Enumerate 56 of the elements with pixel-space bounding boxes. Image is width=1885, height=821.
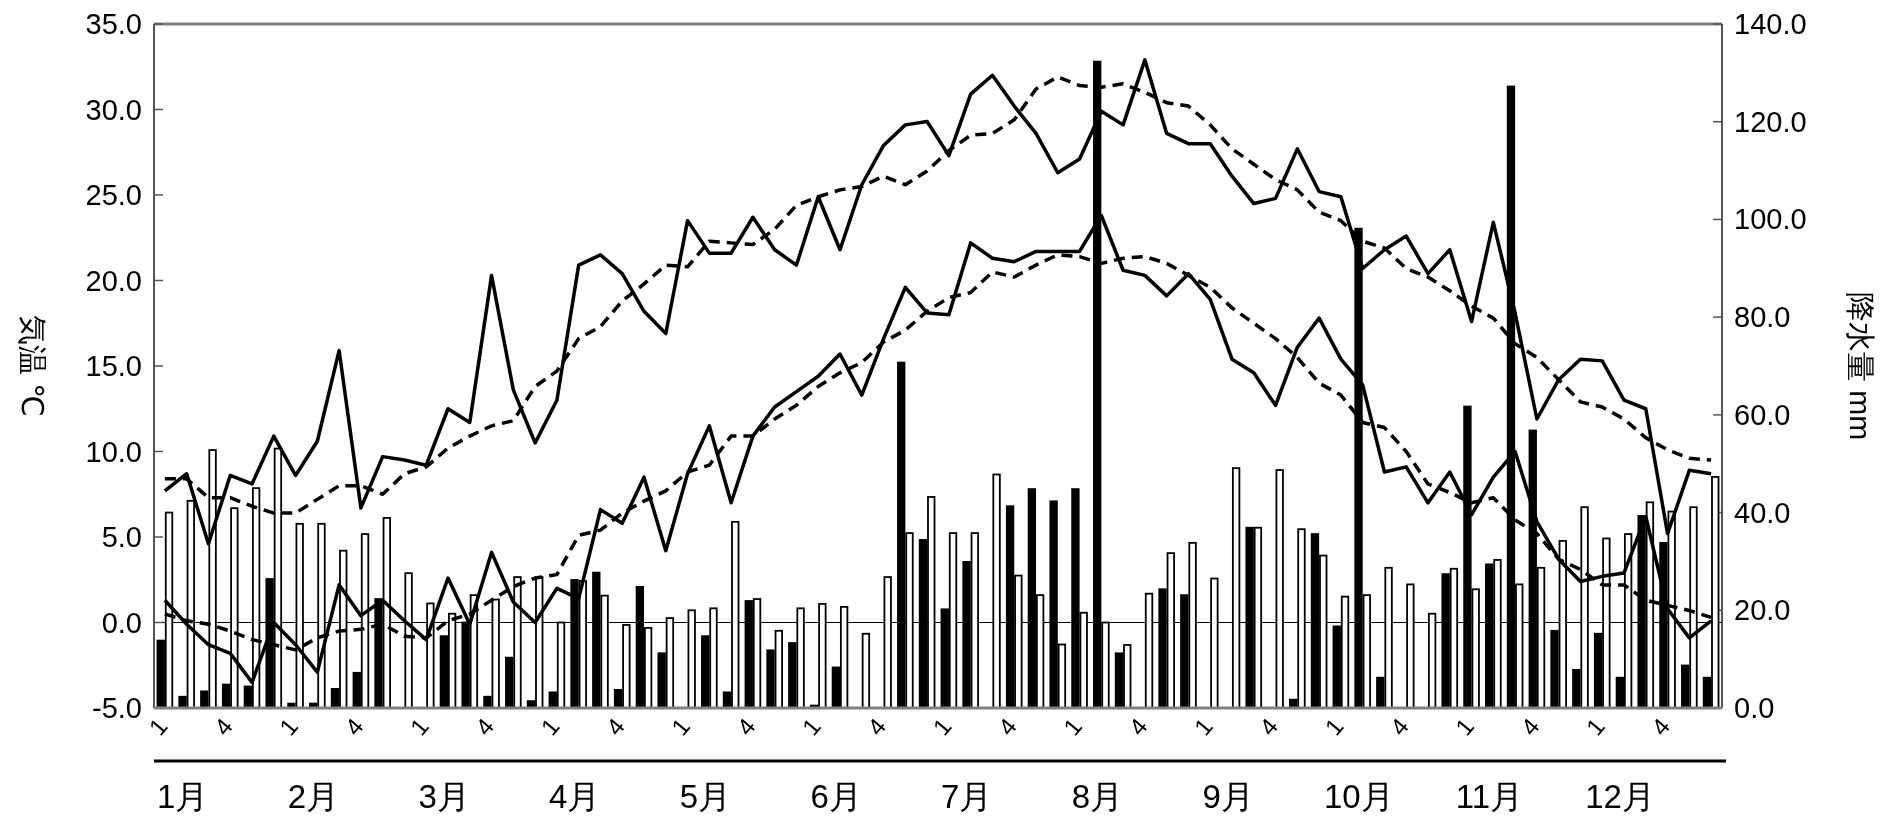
- y2-tick-label: 20.0: [1734, 594, 1791, 627]
- x-tick-label: 4: [339, 712, 369, 741]
- x-tick-label: 1: [1450, 712, 1480, 741]
- x-tick-label: 1: [535, 712, 565, 741]
- x-tick-label: 1: [1319, 712, 1349, 741]
- y2-tick-label: 40.0: [1734, 496, 1791, 529]
- text: 8月: [1071, 778, 1124, 815]
- y2-tick-label: 120.0: [1734, 105, 1807, 138]
- text: 12月: [1585, 778, 1655, 815]
- x-tick-label: 4: [1384, 712, 1414, 741]
- x-tick-label: 1: [274, 712, 304, 741]
- y-tick-label: 35.0: [85, 8, 142, 40]
- text: 5月: [679, 778, 732, 815]
- y-tick-label: 30.0: [85, 93, 142, 126]
- y-tick-label: -5.0: [92, 692, 142, 724]
- y2-tick-label: 0.0: [1734, 692, 1775, 724]
- text: 1月: [157, 778, 209, 815]
- x-tick-label: 1: [1188, 712, 1218, 741]
- x-tick-label: 4: [1515, 712, 1545, 741]
- x-tick-label: 4: [1123, 712, 1153, 741]
- text: 7月: [941, 778, 993, 815]
- y2-tick-label: 60.0: [1734, 398, 1791, 431]
- text: 10月: [1323, 778, 1394, 815]
- text: 9月: [1202, 778, 1254, 815]
- y-tick-label: 15.0: [85, 350, 142, 382]
- x-tick-label: 4: [1646, 712, 1676, 741]
- x-tick-label: 4: [470, 712, 500, 741]
- y-tick-label: 20.0: [85, 264, 142, 297]
- y-tick-label: 0.0: [101, 606, 142, 639]
- x-tick-label: 4: [208, 712, 238, 741]
- text: 2月: [287, 778, 340, 815]
- x-tick-label: 4: [1254, 712, 1284, 741]
- y-axis-title: 気温 ℃: [16, 314, 49, 418]
- x-tick-label: 1: [1580, 712, 1610, 741]
- x-tick-label: 1: [927, 712, 957, 741]
- x-tick-label: 4: [731, 712, 761, 741]
- text: 11月: [1455, 778, 1524, 815]
- y2-tick-label: 140.0: [1734, 8, 1807, 40]
- y2-tick-label: 100.0: [1734, 203, 1807, 236]
- y-tick-label: 10.0: [85, 435, 142, 468]
- x-tick-label: 1: [796, 712, 826, 741]
- x-tick-label: 1: [666, 712, 696, 741]
- x-tick-label: 4: [862, 712, 892, 741]
- y2-axis-title: 降水量 mm: [1844, 291, 1877, 441]
- y2-tick-label: 80.0: [1734, 301, 1791, 334]
- x-tick-label: 1: [1058, 712, 1088, 741]
- x-tick-label: 1: [404, 712, 434, 741]
- x-tick-label: 4: [600, 712, 630, 741]
- x-tick-label: 4: [992, 712, 1022, 741]
- text: 3月: [418, 778, 470, 815]
- x-tick-label: 1: [143, 712, 173, 741]
- y-tick-label: 5.0: [101, 521, 142, 553]
- bar: [861, 632, 871, 709]
- text: 4月: [549, 778, 601, 815]
- text: 6月: [810, 778, 862, 815]
- y-tick-label: 25.0: [85, 179, 142, 211]
